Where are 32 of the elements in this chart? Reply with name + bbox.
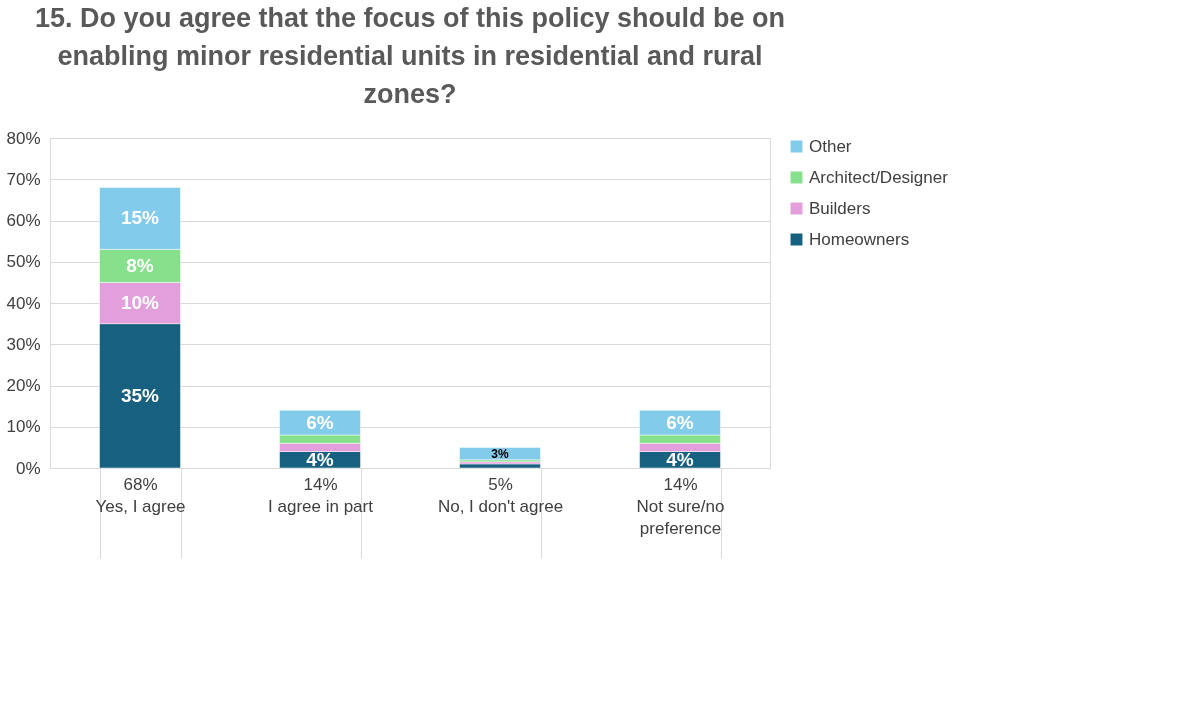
legend-label: Homeowners (809, 229, 910, 249)
y-tick-label: 60% (6, 211, 41, 230)
y-tick-label: 0% (15, 458, 41, 478)
legend-label: Builders (809, 198, 871, 218)
total-label: 14% (303, 474, 338, 494)
x-tick-label: I agree in part (268, 496, 374, 516)
y-tick-label: 10% (6, 417, 41, 437)
y-tick-label: 20% (6, 376, 41, 395)
bar (459, 447, 541, 460)
data-label: 15% (120, 207, 160, 229)
data-label: 4% (666, 448, 694, 470)
x-tick-label: No, I don't agree (437, 496, 564, 516)
data-label: 6% (666, 411, 694, 433)
total-label: 68% (123, 474, 158, 494)
legend-label: Other (809, 136, 852, 156)
data-label: 8% (126, 254, 154, 276)
x-tick-label: Not sure/no preference (636, 496, 725, 538)
chart-title: 15. Do you agree that the focus of this policy should be on enabling minor residential units in residential and rural zones? (34, 3, 786, 109)
total-label: 5% (488, 474, 513, 494)
x-tick-label: Yes, I agree (95, 496, 186, 516)
data-label: 10% (120, 292, 160, 313)
data-label: 35% (120, 384, 160, 406)
y-tick-label: 30% (6, 334, 41, 354)
y-tick-label: 50% (6, 252, 41, 272)
data-label: 4% (306, 448, 334, 470)
y-tick-label: 80% (6, 128, 41, 148)
legend-label: Architect/Designer (809, 167, 949, 187)
data-label: 3% (491, 446, 509, 461)
y-tick-label: 40% (6, 293, 41, 313)
total-label: 14% (663, 474, 698, 494)
y-tick-label: 70% (6, 169, 41, 189)
data-label: 6% (306, 411, 334, 433)
